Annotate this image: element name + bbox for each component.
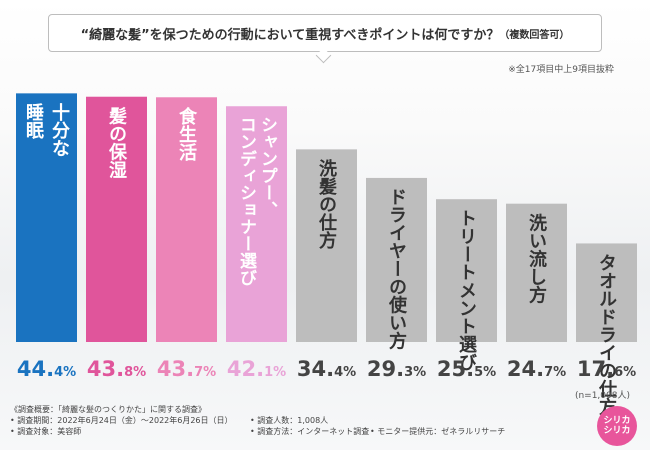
- bar-8: [506, 203, 567, 342]
- value-label: 17.6%: [577, 357, 636, 381]
- value-label: 43.8%: [87, 357, 146, 381]
- sample-size-label: (n=1,008人): [574, 391, 630, 401]
- logo-line-1: シリカ: [603, 416, 631, 426]
- bar-3: [156, 97, 217, 342]
- category-label: トリートメント選び: [456, 209, 477, 371]
- brand-logo: シリカ シリカ: [597, 406, 637, 446]
- bar-4: [226, 106, 287, 343]
- title-box: “綺麗な髪”を保つための行動において重視すべきポイントは何ですか？ （複数回答可…: [48, 14, 602, 52]
- bar-9: [576, 243, 637, 342]
- value-label: 29.3%: [367, 357, 426, 381]
- selection-note: ※全17項目中上9項目抜粋: [508, 65, 614, 75]
- footer-method: • 調査方法：インターネット調査: [250, 427, 370, 436]
- footer-people: • 調査人数：1,008人: [250, 416, 329, 425]
- category-label: シャンプー、: [257, 116, 277, 218]
- footer-period: • 調査期間：2022年6月24日（金）～2022年6月26日（日）: [10, 416, 233, 425]
- category-label: ドライヤーの使い方: [386, 188, 408, 351]
- bar-7: [436, 199, 497, 342]
- value-label: 43.7%: [157, 357, 216, 381]
- chart-title: “綺麗な髪”を保つための行動において重視すべきポイントは何ですか？: [80, 27, 500, 43]
- survey-footer: 《調査概要：「綺麗な髪のつくりかた」に関する調査》 • 調査期間：2022年6月…: [10, 404, 505, 437]
- bar-2: [86, 96, 147, 342]
- value-label: 34.4%: [297, 357, 356, 381]
- category-label: 髪の保湿: [106, 106, 128, 179]
- bar-1: [16, 93, 77, 342]
- category-label: 洗い流し方: [526, 213, 547, 305]
- category-label: タオルドライの仕方: [596, 253, 618, 416]
- footer-target: • 調査対象：美容師: [10, 427, 82, 436]
- category-label: 洗髪の仕方: [316, 158, 338, 250]
- category-label: 食生活: [176, 106, 198, 162]
- footer-heading: 《調査概要：「綺麗な髪のつくりかた」に関する調査》: [10, 405, 206, 414]
- value-label: 42.1%: [227, 357, 286, 381]
- value-label: 44.4%: [17, 357, 76, 381]
- category-label: コンディショナー選び: [236, 116, 257, 286]
- logo-line-2: シリカ: [603, 426, 631, 436]
- category-label: 睡眠: [23, 103, 44, 140]
- chart-title-note: （複数回答可）: [499, 29, 570, 41]
- bar-6: [366, 177, 427, 342]
- bar-5: [296, 149, 357, 342]
- value-label: 25.5%: [437, 357, 496, 381]
- footer-monitor: • モニター提供元：ゼネラルリサーチ: [370, 427, 506, 436]
- value-label: 24.7%: [507, 357, 566, 381]
- category-label: 十分な: [49, 102, 70, 157]
